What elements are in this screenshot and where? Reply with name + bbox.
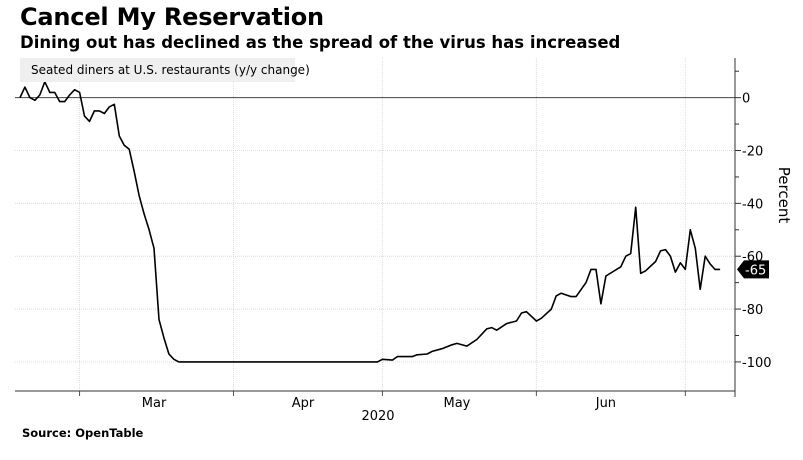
y-axis-label: Percent (775, 167, 793, 224)
x-tick-label: Jun (595, 396, 616, 411)
last-value-label: -65 (745, 263, 766, 278)
source-note: Source: OpenTable (22, 426, 144, 440)
x-tick-label: May (443, 396, 470, 411)
y-tick-label: -20 (742, 145, 763, 160)
axes: 0-20-40-60-80-100FebMarAprMayJun-65 (15, 58, 772, 411)
chart-title: Cancel My Reservation (20, 3, 324, 31)
last-value-tag (737, 260, 769, 279)
series-line (19, 81, 721, 363)
series-layer (19, 81, 721, 363)
x-tick-label: Mar (142, 396, 167, 411)
x-axis-label: 2020 (361, 409, 394, 424)
gridlines (15, 58, 735, 391)
axis-labels: Percent 2020 (361, 167, 793, 424)
legend-label: Seated diners at U.S. restaurants (y/y c… (31, 63, 310, 77)
legend: Seated diners at U.S. restaurants (y/y c… (20, 58, 310, 82)
y-tick-label: 0 (742, 92, 750, 107)
x-tick-label: Apr (292, 396, 315, 411)
chart-subtitle: Dining out has declined as the spread of… (20, 33, 621, 52)
y-tick-label: -40 (742, 197, 763, 212)
y-tick-label: -100 (742, 356, 772, 371)
y-tick-label: -80 (742, 303, 763, 318)
